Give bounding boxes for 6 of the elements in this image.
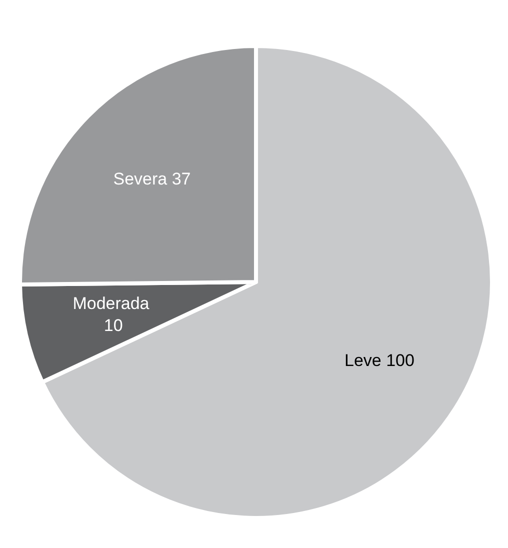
- data-label: 100: [386, 351, 414, 370]
- slice-label: Severa: [113, 170, 168, 189]
- slice-label: Leve: [344, 351, 382, 370]
- slice-label: Moderada: [72, 294, 150, 314]
- data-label: 10: [104, 316, 123, 336]
- data-label: 37: [172, 170, 191, 189]
